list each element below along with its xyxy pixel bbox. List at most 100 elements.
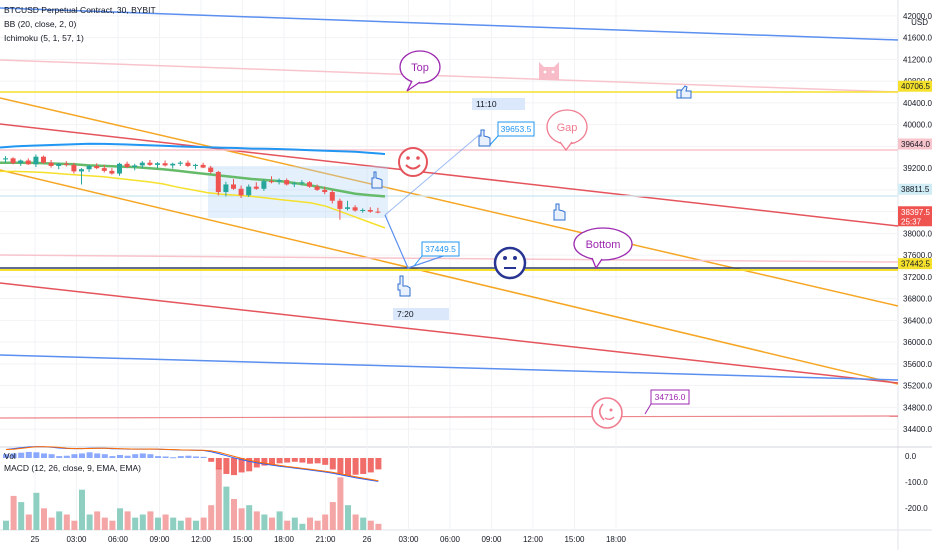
annotation-top: Top	[411, 62, 429, 74]
candle-body	[200, 164, 206, 168]
candle-body	[170, 163, 176, 166]
top-callout[interactable]: Top	[399, 50, 441, 92]
x-tick-label: 18:00	[274, 535, 295, 544]
volume-bar	[322, 514, 329, 530]
candle-body	[345, 207, 350, 209]
candle-body	[375, 211, 381, 213]
hand-pointer-icon	[478, 129, 491, 147]
volume-bar	[25, 514, 32, 530]
macd-histogram-bar	[345, 458, 351, 476]
x-tick-label: 06:00	[108, 535, 129, 544]
projection-line-up	[384, 129, 486, 216]
neutral-face-icon	[493, 246, 527, 280]
candle-body	[215, 171, 221, 193]
macd-histogram-bar	[261, 458, 268, 466]
price-label-box	[898, 80, 932, 92]
smiley-face-icon	[398, 147, 428, 177]
volume-bar	[238, 508, 245, 530]
blue-trendline-lower	[0, 354, 899, 381]
price-labels: 40706.5 39644.0 38811.5 38397.525:37 37442.5	[898, 80, 932, 270]
macd-histogram-bar	[367, 458, 374, 473]
volume-bar	[314, 520, 321, 530]
volume-bar	[117, 508, 123, 530]
macd-histogram-bar	[3, 454, 9, 458]
candle-body	[329, 192, 335, 201]
candle-body	[223, 184, 229, 193]
price-label-box	[898, 258, 932, 270]
x-tick-label: 03:00	[66, 535, 87, 544]
price-label: 38811.5	[901, 185, 930, 194]
volume-bar	[109, 520, 116, 530]
macd-histogram-bar	[41, 453, 47, 458]
volume-bar	[329, 502, 336, 530]
macd-tick-label: 0.0	[905, 452, 917, 461]
candle-body	[276, 180, 282, 182]
macd-histogram-bar	[322, 458, 329, 465]
volume-bar	[307, 517, 313, 530]
x-tick-label: 09:00	[149, 535, 170, 544]
price-label: 37442.5	[901, 260, 930, 269]
volume-bar	[101, 517, 108, 530]
macd-histogram-bar	[170, 457, 177, 459]
volume-bar	[208, 505, 215, 530]
volume-bar	[276, 511, 283, 530]
volume-bar	[231, 499, 237, 530]
candle-body	[291, 183, 297, 185]
symbol-title[interactable]: BTCUSD Perpetual Contract, 30, BYBIT	[4, 5, 156, 15]
candle-body	[322, 189, 328, 193]
volume-bar	[71, 520, 78, 530]
y-tick-label: 36000.0	[903, 338, 932, 347]
svg-text:11:10: 11:10	[476, 99, 497, 109]
candle-body	[79, 169, 84, 172]
candle-body	[185, 162, 191, 166]
volume-bar	[246, 505, 253, 530]
macd-histogram-bar	[337, 458, 344, 474]
candle-body	[10, 158, 16, 164]
volume-bar	[63, 514, 70, 530]
macd-histogram-bar	[101, 454, 108, 458]
macd-histogram-bar	[231, 458, 237, 476]
ichimoku-legend[interactable]: Ichimoku (5, 1, 57, 1)	[4, 33, 84, 43]
x-tick-label: 25	[31, 535, 40, 544]
macd-histogram-bar	[177, 456, 184, 458]
volume-bar	[337, 477, 344, 530]
trendlines	[0, 7, 899, 419]
macd-histogram-bar	[18, 452, 25, 458]
macd-histogram-bar	[56, 456, 63, 458]
hand-pointer-icon	[553, 203, 566, 221]
candle-body	[269, 181, 274, 183]
price-callout-37449[interactable]: 37449.5	[413, 241, 460, 267]
pink-horizontal-lower	[0, 254, 899, 263]
macd-histogram-bar	[33, 452, 40, 458]
macd-legend[interactable]: MACD (12, 26, close, 9, EMA, EMA)	[4, 463, 141, 473]
macd-histogram-bar	[208, 458, 215, 462]
bottom-callout[interactable]: Bottom	[573, 227, 633, 270]
price-callout-34716[interactable]: 34716.0	[644, 389, 690, 415]
volume-bar	[291, 517, 298, 530]
grid	[0, 0, 898, 530]
price-callout-39653[interactable]: 39653.5	[488, 121, 535, 147]
candle-body	[246, 186, 252, 196]
macd-histogram-bar	[25, 451, 32, 458]
candle-body	[56, 163, 62, 166]
gap-callout[interactable]: Gap	[546, 109, 588, 152]
candle-body	[162, 163, 168, 166]
orange-channel-upper	[0, 97, 899, 307]
candle-body	[307, 182, 312, 187]
volume-legend[interactable]: Vol	[4, 451, 16, 461]
red-channel-upper	[0, 123, 899, 227]
candle-body	[261, 181, 267, 189]
candle-body	[109, 170, 115, 174]
time-axis[interactable]: 25 03:00 06:00 09:00 12:00 15:00 18:00 21:00 26 0…	[31, 535, 627, 544]
macd-histogram-bar	[63, 455, 70, 458]
price-label-box	[898, 183, 932, 195]
bb-legend[interactable]: BB (20, close, 2, 0)	[4, 19, 77, 29]
macd-histogram-bar	[269, 458, 275, 465]
macd-histogram-bar	[109, 456, 116, 458]
x-tick-label: 09:00	[481, 535, 502, 544]
annotation-bottom: Bottom	[586, 239, 621, 251]
candle-body	[337, 200, 343, 209]
volume-bar	[284, 520, 291, 530]
macd-histogram-bar	[238, 458, 245, 473]
